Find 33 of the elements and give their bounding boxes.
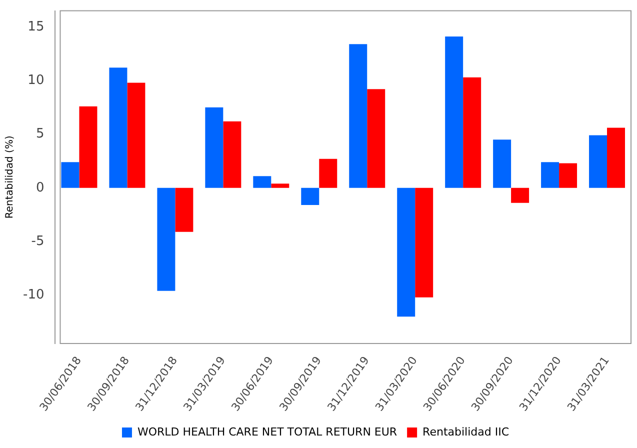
legend-label: WORLD HEALTH CARE NET TOTAL RETURN EUR	[137, 425, 398, 438]
bar	[223, 121, 242, 188]
bar	[511, 188, 530, 203]
bar	[607, 128, 626, 188]
y-tick-label: 5	[36, 126, 44, 142]
y-axis-title: Rentabilidad (%)	[4, 136, 16, 219]
y-tick-label: 0	[36, 180, 44, 196]
bar	[271, 184, 290, 188]
bar	[319, 158, 338, 188]
bar	[445, 36, 464, 188]
bar	[205, 107, 224, 188]
bar	[541, 162, 560, 188]
bar	[463, 77, 482, 188]
bar	[415, 188, 434, 298]
y-tick-label: -10	[23, 288, 44, 303]
bar	[493, 140, 512, 188]
bar	[589, 135, 608, 188]
y-tick-label: -5	[31, 234, 44, 249]
y-tick-label: 15	[28, 19, 44, 34]
bar	[175, 188, 194, 232]
y-tick-label: 10	[28, 72, 44, 88]
bar	[301, 188, 320, 206]
bar	[127, 82, 146, 188]
legend-label: Rentabilidad IIC	[422, 425, 510, 438]
bar	[397, 188, 416, 317]
bar	[157, 188, 176, 291]
bar	[367, 89, 386, 188]
bar	[109, 68, 128, 188]
bar	[559, 163, 578, 188]
bar	[79, 106, 98, 188]
bar	[253, 176, 272, 188]
bar	[349, 44, 368, 188]
bar	[61, 162, 80, 188]
